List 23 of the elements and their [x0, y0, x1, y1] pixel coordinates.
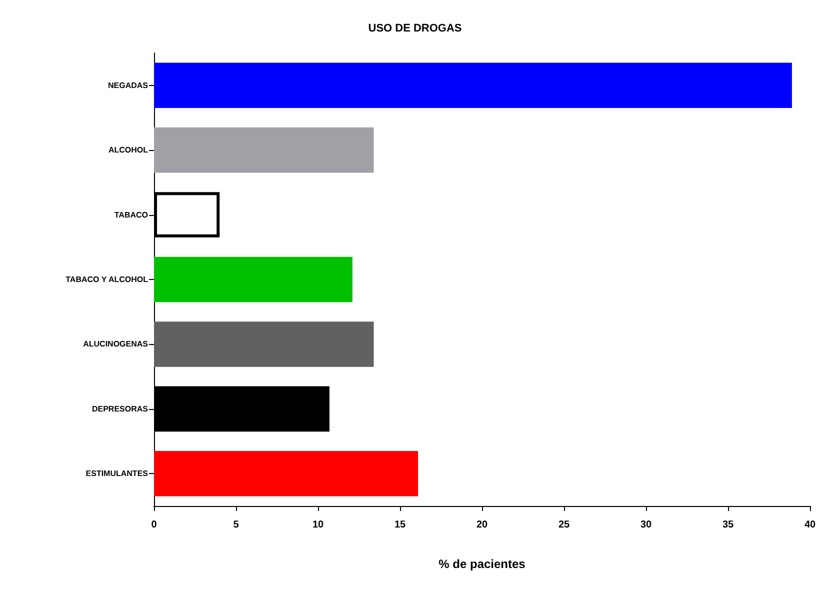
- x-tick-label: 30: [640, 520, 652, 530]
- bar: [154, 127, 374, 173]
- x-tick-label: 10: [312, 520, 324, 530]
- y-tick-label: TABACO: [114, 210, 148, 220]
- bar: [154, 450, 418, 496]
- y-tick-label: ALCOHOL: [108, 146, 148, 155]
- chart-title: USO DE DROGAS: [368, 22, 462, 34]
- bar: [154, 256, 352, 302]
- bar: [154, 322, 374, 367]
- x-tick-label: 20: [476, 520, 488, 530]
- y-tick-label: ALUCINOGENAS: [83, 340, 149, 349]
- x-tick-label: 15: [394, 520, 406, 530]
- x-tick-label: 5: [233, 520, 240, 530]
- x-tick-label: 25: [558, 520, 570, 530]
- bar: [154, 62, 792, 108]
- x-tick-label: 35: [722, 520, 734, 530]
- y-tick-label: DEPRESORAS: [92, 404, 149, 414]
- y-tick-label: TABACO Y ALCOHOL: [66, 275, 148, 284]
- x-tick-label: 0: [151, 520, 158, 530]
- y-tick-label: ESTIMULANTES: [86, 469, 149, 478]
- y-tick-label: NEGADAS: [108, 80, 149, 90]
- x-axis-title: % de pacientes: [438, 557, 526, 571]
- x-tick-label: 40: [804, 520, 816, 530]
